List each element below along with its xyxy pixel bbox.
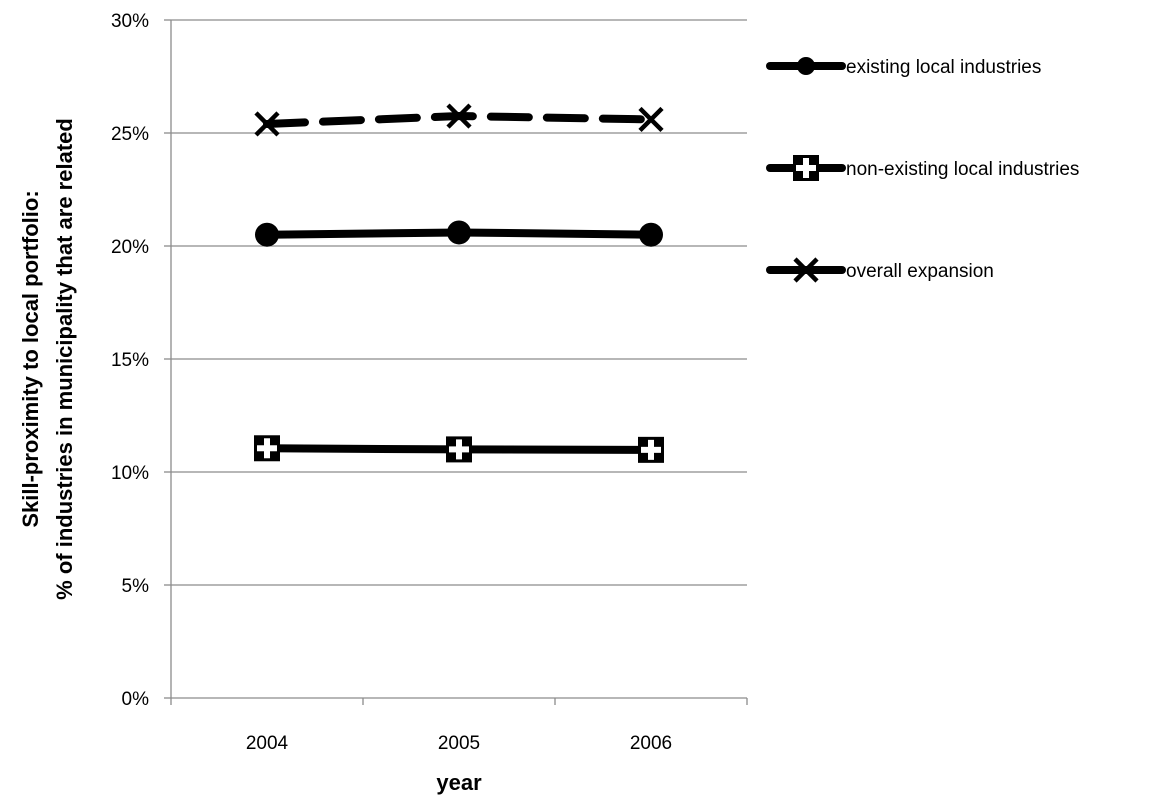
plus-horizontal-bar [257,445,277,452]
y-tick-label: 0% [122,689,150,710]
axes [164,19,748,705]
data-point-marker [254,435,280,462]
legend-item: overall expansion [766,257,994,283]
x-tick-labels: 2004 2005 2006 [246,733,672,754]
legend-marker [793,155,819,181]
x-marker-stroke [446,103,472,129]
data-point-marker [446,103,472,129]
data-point-marker [446,436,472,463]
y-axis-title-line-2: % of industries in municipality that are… [52,118,77,600]
x-marker-stroke [793,257,819,283]
legend-label: non-existing local industries [846,159,1079,180]
x-axis-title: year [436,770,482,795]
y-tick-label: 15% [111,350,149,371]
x-tick-label: 2006 [630,733,672,754]
circle-marker-shape [639,222,663,247]
plus-horizontal-bar [641,446,661,453]
y-tick-label: 5% [122,576,150,597]
legend-marker [797,57,815,75]
legend-item: existing local industries [766,57,1041,78]
legend: existing local industries non-existing lo… [766,57,1079,283]
y-tick-label: 10% [111,463,149,484]
y-tick-label: 20% [111,237,149,258]
legend-marker [793,257,819,283]
legend-label: overall expansion [846,261,994,282]
y-axis-title-line-1: Skill-proximity to local portfolio: [18,190,43,527]
plus-horizontal-bar [796,165,816,171]
data-point-marker [447,220,471,245]
series-non-existing-local-industries [254,435,664,463]
y-tick-label: 30% [111,11,149,32]
x-marker-stroke [254,111,280,137]
gridlines [171,19,747,586]
series-overall-expansion [254,103,664,137]
plus-horizontal-bar [449,446,469,453]
data-point-marker [638,106,664,133]
x-marker-stroke [638,106,664,133]
circle-marker-shape [447,220,471,245]
data-point-marker [254,111,280,137]
legend-label: existing local industries [846,57,1041,78]
x-tick-label: 2004 [246,733,289,754]
data-point-marker [638,436,664,463]
data-point-marker [255,222,279,247]
legend-item: non-existing local industries [766,155,1079,181]
series-existing-local-industries [255,220,663,247]
circle-marker-shape [797,57,815,75]
y-tick-label: 25% [111,124,149,145]
series-lines [254,103,664,463]
data-point-marker [639,222,663,247]
circle-marker-shape [255,222,279,247]
x-tick-label: 2005 [438,733,480,754]
y-tick-labels: 0% 5% 10% 15% 20% 25% 30% [111,11,149,710]
